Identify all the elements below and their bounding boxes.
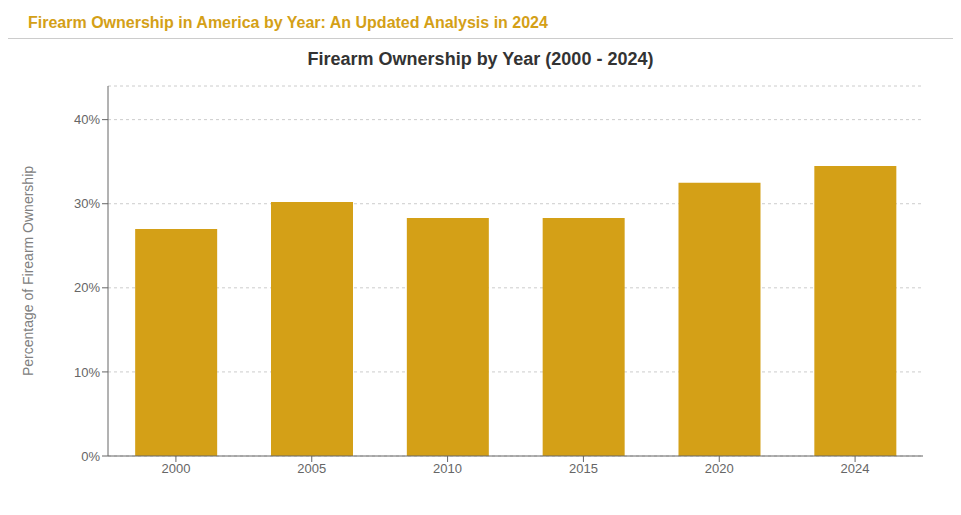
- svg-text:2020: 2020: [705, 461, 734, 476]
- svg-text:2010: 2010: [433, 461, 462, 476]
- svg-text:2005: 2005: [297, 461, 326, 476]
- html-text:Firearm Ownership in America b: Firearm Ownership in America by Year: An…: [28, 14, 548, 31]
- svg-text:0%: 0%: [81, 449, 100, 464]
- svg-text:2015: 2015: [569, 461, 598, 476]
- html-text:Firearm Ownership by Year (200: Firearm Ownership by Year (2000 - 2024): [307, 49, 654, 69]
- svg-text:2000: 2000: [161, 461, 190, 476]
- svg-text:40%: 40%: [74, 112, 100, 127]
- svg-text:Percentage of Firearm Ownershi: Percentage of Firearm Ownership: [20, 166, 36, 376]
- svg-text:20%: 20%: [74, 280, 100, 295]
- svg-text:10%: 10%: [74, 365, 100, 380]
- svg-text:30%: 30%: [74, 196, 100, 211]
- svg-text:2024: 2024: [841, 461, 870, 476]
